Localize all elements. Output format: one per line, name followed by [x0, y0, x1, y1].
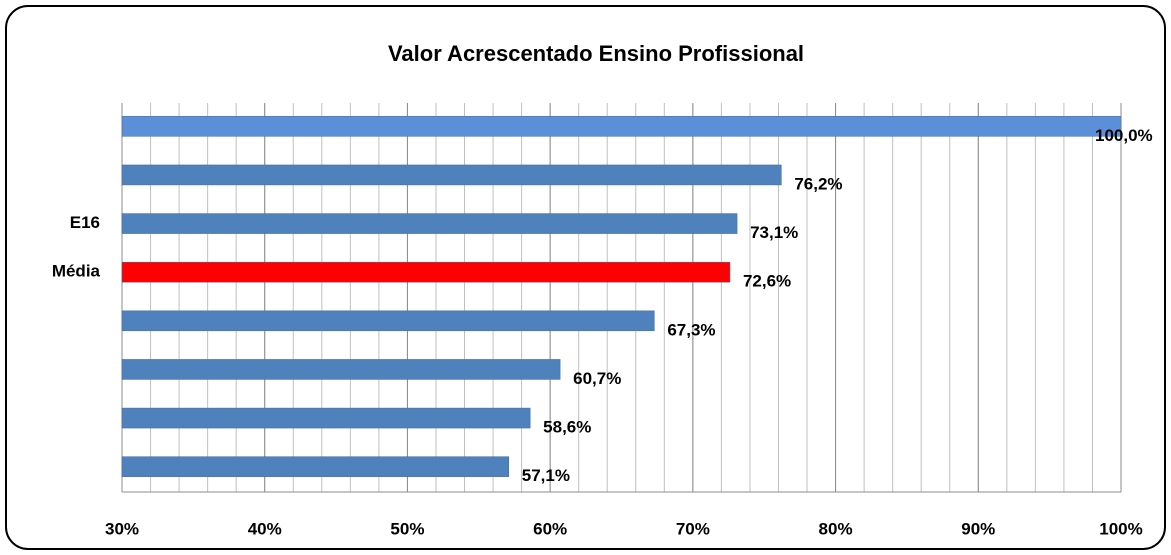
- bar: [121, 407, 531, 429]
- value-label: 76,2%: [794, 174, 842, 193]
- y-tick-label: E16: [70, 213, 100, 232]
- value-label: 72,6%: [743, 272, 791, 291]
- x-tick-label: 90%: [961, 519, 995, 538]
- x-tick-label: 30%: [105, 519, 139, 538]
- x-tick-label: 100%: [1099, 519, 1142, 538]
- bar: [121, 261, 731, 283]
- value-label: 57,1%: [522, 466, 570, 485]
- value-label: 100,0%: [1095, 126, 1153, 145]
- bar: [121, 164, 782, 186]
- bar: [121, 359, 561, 380]
- x-tick-label: 80%: [819, 519, 853, 538]
- value-label: 67,3%: [667, 320, 715, 339]
- bar: [121, 213, 738, 234]
- value-label: 73,1%: [750, 223, 798, 242]
- y-tick-label: Média: [52, 262, 101, 281]
- x-tick-label: 70%: [676, 519, 710, 538]
- x-tick-label: 50%: [390, 519, 424, 538]
- x-tick-label: 60%: [533, 519, 567, 538]
- value-label: 58,6%: [543, 418, 591, 437]
- bar: [121, 116, 1122, 137]
- bar: [121, 310, 655, 332]
- x-tick-label: 40%: [248, 519, 282, 538]
- chart-title: Valor Acrescentado Ensino Profissional: [388, 41, 804, 66]
- value-label: 60,7%: [573, 369, 621, 388]
- bar: [121, 456, 510, 477]
